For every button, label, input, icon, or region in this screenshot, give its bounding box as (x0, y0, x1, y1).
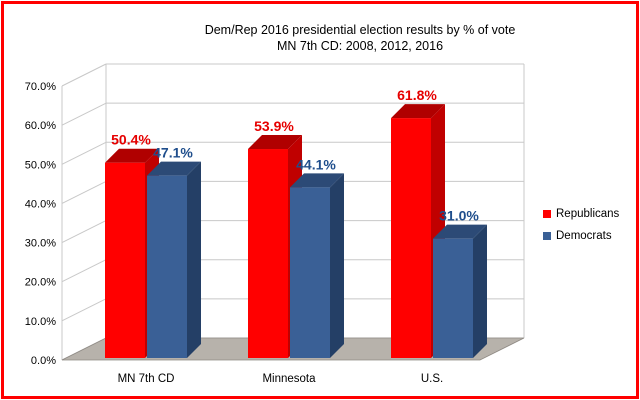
chart-title-line-2: MN 7th CD: 2008, 2012, 2016 (276, 39, 444, 53)
data-label-republicans-1: 50.4% (111, 132, 151, 148)
chart-title: Dem/Rep 2016 presidential election resul… (150, 22, 570, 54)
bar-top-republicans-2 (248, 135, 302, 150)
y-tick-label: 10.0% (25, 316, 56, 328)
chart-title-line-1: Dem/Rep 2016 presidential election resul… (204, 23, 516, 37)
gridline-diagonal (61, 220, 107, 244)
bar-side-democrats-3 (473, 224, 487, 358)
data-label-republicans-2: 53.9% (254, 118, 294, 134)
bar-side-democrats-1 (187, 161, 201, 358)
gridline-diagonal (61, 180, 107, 204)
y-tick-label: 0.0% (31, 355, 56, 367)
bar-republicans-1 (105, 162, 145, 358)
gridline-diagonal (61, 259, 107, 283)
x-tick-label: U.S. (421, 373, 443, 385)
bar-top-republicans-3 (391, 104, 445, 119)
y-tick-label: 30.0% (25, 238, 56, 250)
bar-top-democrats-1 (147, 161, 201, 176)
legend-item-republicans: Republicans (543, 203, 619, 225)
bar-top-democrats-3 (433, 224, 487, 239)
data-label-democrats-2: 44.1% (296, 156, 336, 172)
bar-top-democrats-2 (290, 173, 344, 188)
y-tick-label: 40.0% (25, 198, 56, 210)
x-tick-label: Minnesota (262, 373, 316, 385)
gridline-diagonal (61, 298, 107, 322)
y-tick-label: 60.0% (25, 120, 56, 132)
bar-democrats-2 (290, 187, 330, 358)
y-tick-label: 70.0% (25, 81, 56, 93)
gridline-diagonal (61, 102, 107, 126)
y-tick-label: 50.0% (25, 159, 56, 171)
data-label-democrats-1: 47.1% (153, 145, 193, 161)
bar-republicans-2 (248, 149, 288, 358)
bar-republicans-3 (391, 118, 431, 359)
bar-democrats-3 (433, 238, 473, 358)
legend-swatch-democrats (543, 232, 551, 240)
data-label-democrats-3: 31.0% (439, 208, 479, 224)
gridline-diagonal (61, 63, 107, 87)
data-label-republicans-3: 61.8% (397, 87, 437, 103)
bar-democrats-1 (147, 175, 187, 358)
legend: Republicans Democrats (543, 203, 619, 247)
x-tick-label: MN 7th CD (118, 373, 175, 385)
bar-top-republicans-1 (105, 148, 159, 163)
legend-item-democrats: Democrats (543, 225, 619, 247)
y-tick-label: 20.0% (25, 277, 56, 289)
legend-swatch-republicans (543, 210, 551, 218)
legend-label-democrats: Democrats (556, 230, 612, 242)
legend-label-republicans: Republicans (556, 208, 620, 220)
bar-side-democrats-2 (330, 173, 344, 358)
gridline-diagonal (61, 141, 107, 165)
